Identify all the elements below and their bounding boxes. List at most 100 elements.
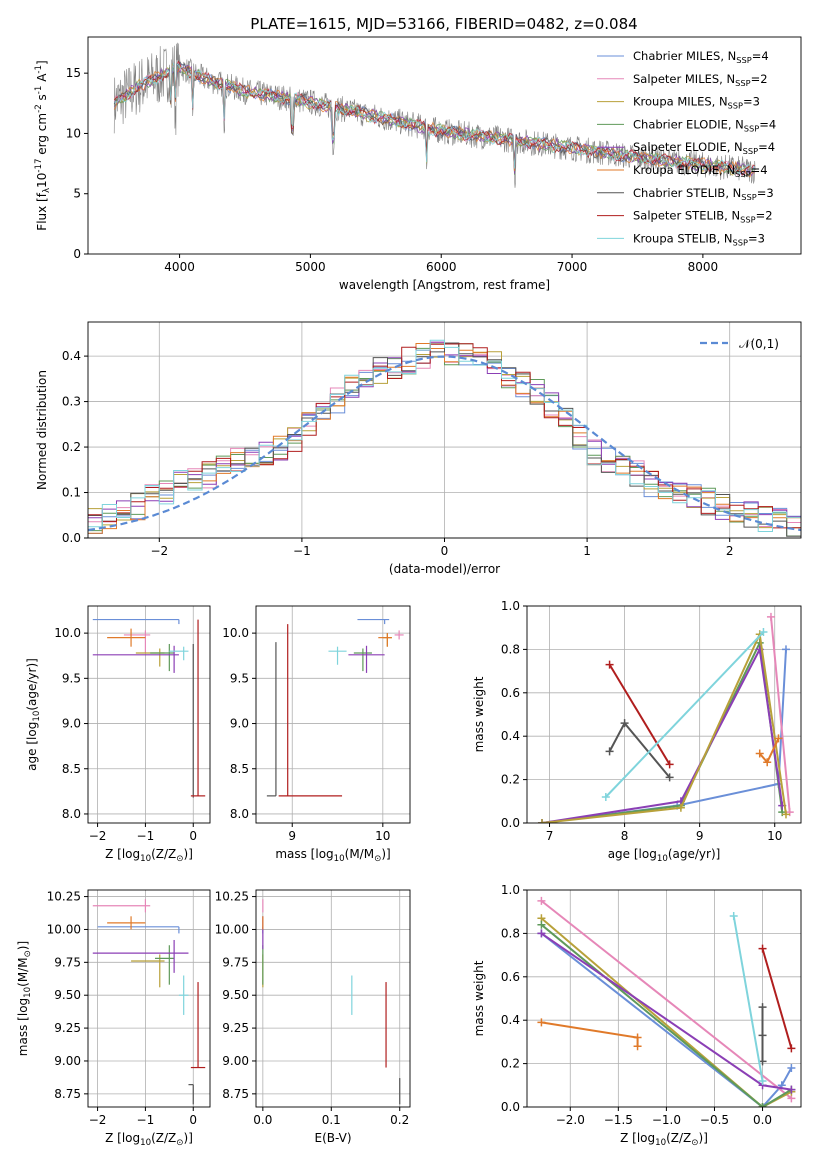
plus-marker — [633, 1033, 642, 1042]
y-tick-label: 15 — [66, 66, 81, 80]
plus-marker — [787, 1044, 796, 1053]
x-tick-label: 10 — [767, 829, 782, 843]
x-tick-label: 7000 — [557, 260, 588, 274]
axes-frame — [255, 889, 411, 1108]
axes-frame — [526, 889, 802, 1108]
panel-weight-vs-age: 7 8 9 10 0.0 0.2 0.4 0.6 0.8 1.0 age [log10(age/yr… — [472, 599, 802, 864]
plus-marker — [537, 896, 546, 905]
y-tick-label: 0.4 — [501, 1013, 520, 1027]
plus-marker — [676, 803, 685, 812]
weight-line-5 — [541, 1021, 639, 1047]
y-tick-label: 5 — [73, 187, 81, 201]
plus-marker — [774, 734, 783, 743]
x-tick-label: −1.0 — [652, 1113, 681, 1127]
x-tick-label: 0.0 — [253, 1113, 272, 1127]
plot-area — [113, 42, 756, 188]
y-tick-label: 0.4 — [62, 349, 81, 363]
legend-label: Chabrier ELODIE, NSSP=4 — [633, 117, 776, 133]
legend-label: 𝒩(0,1) — [739, 337, 779, 351]
plot-area — [88, 339, 801, 537]
model-spectrum-5 — [113, 65, 755, 178]
y-tick-label: 8.5 — [230, 762, 249, 776]
y-axis-label: mass weight — [472, 960, 486, 1036]
plus-marker — [758, 944, 767, 953]
y-tick-label: 10.25 — [215, 890, 249, 904]
normal-curve — [88, 355, 801, 532]
panel-spectrum: 4000 5000 6000 7000 8000 0 5 10 15 wavelength [An… — [34, 36, 802, 292]
y-tick-label: 0.4 — [501, 729, 520, 743]
weight-line-1 — [770, 616, 791, 813]
x-axis-label: wavelength [Angstrom, rest frame] — [339, 278, 550, 292]
plus-marker — [787, 1085, 796, 1094]
x-axis-label: Z [log10(Z/Z⊙)] — [105, 1131, 193, 1148]
y-axis-label: mass weight — [472, 676, 486, 752]
x-tick-label: 0.1 — [322, 1113, 341, 1127]
plot-area — [262, 899, 401, 1105]
y-tick-label: 1.0 — [501, 883, 520, 897]
y-tick-label: 0.3 — [62, 395, 81, 409]
panel-mass-vs-EBV: 0.0 0.1 0.2 8.75 9.00 9.25 9.50 9.75 10.00 10.25 E… — [215, 889, 411, 1145]
x-tick-label: 0.0 — [753, 1113, 772, 1127]
weight-line-0 — [540, 932, 793, 1107]
y-tick-label: 0.6 — [501, 686, 520, 700]
x-tick-label: 2 — [726, 544, 734, 558]
x-tick-label: 9 — [288, 829, 296, 843]
x-tick-label: −0.5 — [700, 1113, 729, 1127]
x-tick-label: 8 — [621, 829, 629, 843]
weight-line-8 — [732, 915, 764, 1082]
y-axis-label: age [log10(age/yr)] — [25, 658, 42, 771]
plus-marker — [759, 628, 768, 637]
model-spectrum-6 — [113, 61, 755, 177]
x-tick-label: −2.0 — [556, 1113, 585, 1127]
panel-mass-vs-Z: −2 −1 0 8.75 9.00 9.25 9.50 9.75 10.00 10.25 Z [lo… — [16, 889, 211, 1148]
y-tick-label: 9.0 — [230, 717, 249, 731]
weight-line-7 — [608, 664, 671, 765]
weight-line-4 — [541, 646, 784, 823]
plus-marker — [755, 749, 764, 758]
legend-label: Salpeter MILES, NSSP=2 — [633, 72, 768, 88]
x-axis-label: E(B-V) — [314, 1131, 351, 1145]
plus-marker — [787, 1063, 796, 1072]
weight-line-1 — [540, 900, 793, 1100]
y-tick-label: 9.5 — [62, 671, 81, 685]
y-tick-label: 10.25 — [47, 890, 81, 904]
plus-marker — [763, 758, 772, 767]
weight-line-8 — [605, 631, 765, 798]
y-tick-label: 0.2 — [62, 440, 81, 454]
x-tick-label: −2 — [89, 829, 107, 843]
y-axis-label: mass [log10(M/M⊙)] — [16, 941, 33, 1056]
y-tick-label: 8.0 — [62, 807, 81, 821]
plot-area — [92, 899, 206, 1105]
x-tick-label: 9 — [696, 829, 704, 843]
x-tick-label: −2 — [89, 1113, 107, 1127]
plus-marker — [620, 719, 629, 728]
plus-marker — [665, 773, 674, 782]
x-tick-label: −1 — [293, 544, 311, 558]
panel-age-vs-mass: 9 10 8.0 8.5 9.0 9.5 10.0 mass [log10(M/M⊙)] — [222, 605, 411, 864]
x-tick-label: −1.5 — [604, 1113, 633, 1127]
axes-frame — [255, 605, 411, 824]
plus-marker — [758, 1076, 767, 1085]
x-tick-label: 10 — [375, 829, 390, 843]
legend-label: Kroupa STELIB, NSSP=3 — [633, 231, 765, 247]
y-tick-label: 0.0 — [501, 816, 520, 830]
y-tick-label: 0.6 — [501, 970, 520, 984]
panel-age-vs-Z: −2 −1 0 8.0 8.5 9.0 9.5 10.0 Z [log10(Z/Z⊙)] age … — [25, 605, 211, 864]
plus-marker — [729, 912, 738, 921]
legend-label: Salpeter STELIB, NSSP=2 — [633, 209, 773, 225]
weight-line-7 — [761, 948, 793, 1049]
x-tick-label: 0 — [189, 1113, 197, 1127]
y-tick-label: 10 — [66, 126, 81, 140]
y-tick-label: 9.00 — [54, 1054, 81, 1068]
axes-frame — [526, 605, 802, 824]
y-tick-label: 10.0 — [222, 626, 249, 640]
x-axis-label: Z [log10(Z/Z⊙)] — [105, 847, 193, 864]
x-tick-label: 5000 — [295, 260, 326, 274]
weight-line-3 — [541, 639, 784, 823]
y-tick-label: 9.50 — [222, 988, 249, 1002]
y-tick-label: 8.75 — [54, 1087, 81, 1101]
y-tick-label: 0.8 — [501, 926, 520, 940]
x-tick-label: 1 — [583, 544, 591, 558]
x-tick-label: 8000 — [688, 260, 719, 274]
